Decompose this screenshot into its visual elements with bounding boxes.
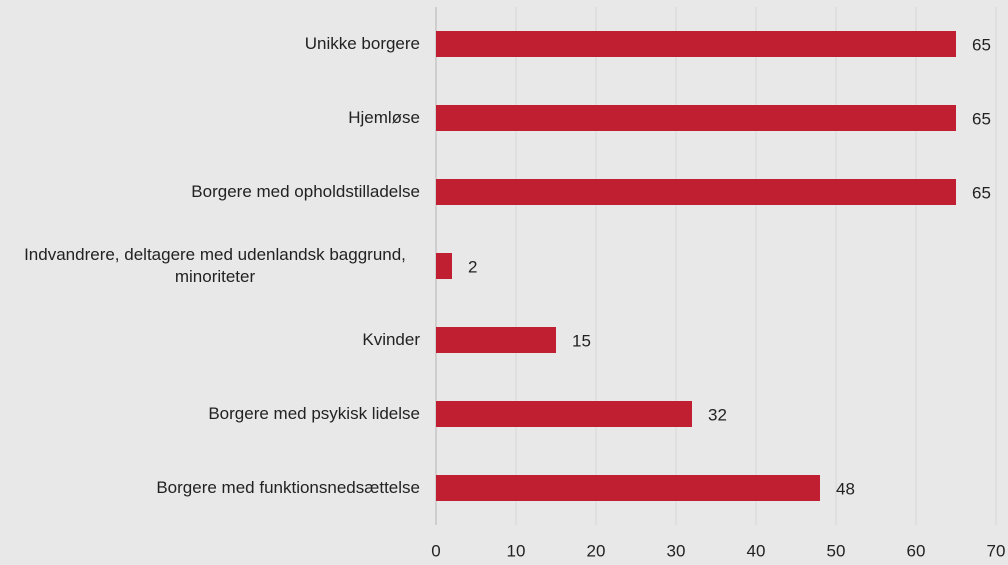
x-tick-label: 40 [747, 541, 766, 560]
x-tick-label: 30 [667, 541, 686, 560]
bar [436, 31, 956, 57]
x-tick-label: 20 [587, 541, 606, 560]
bar [436, 253, 452, 279]
y-tick-label-box: Borgere med opholdstilladelse [0, 162, 420, 222]
y-tick-label-box: Borgere med funktionsnedsættelse [0, 458, 420, 518]
data-label: 32 [708, 405, 727, 424]
bar [436, 327, 556, 353]
x-tick-label: 60 [907, 541, 926, 560]
data-label: 48 [836, 479, 855, 498]
y-tick-label: Borgere med opholdstilladelse [191, 182, 420, 201]
data-label: 15 [572, 331, 591, 350]
y-tick-label-box: Unikke borgere [0, 14, 420, 74]
x-tick-label: 0 [431, 541, 440, 560]
y-tick-label-box: Hjemløse [0, 88, 420, 148]
y-tick-label: Hjemløse [348, 108, 420, 127]
y-tick-label-box: Borgere med psykisk lidelse [0, 384, 420, 444]
x-tick-label: 50 [827, 541, 846, 560]
data-label: 65 [972, 35, 991, 54]
x-tick-label: 70 [987, 541, 1006, 560]
bar [436, 179, 956, 205]
x-tick-label: 10 [507, 541, 526, 560]
y-tick-label: Borgere med psykisk lidelse [208, 404, 420, 423]
y-tick-label-box: Kvinder [0, 310, 420, 370]
bar [436, 401, 692, 427]
data-label: 65 [972, 109, 991, 128]
data-label: 65 [972, 183, 991, 202]
y-tick-label: Indvandrere, deltagere med udenlandsk ba… [24, 245, 406, 286]
y-tick-label: Kvinder [362, 330, 420, 349]
y-tick-label-box: Indvandrere, deltagere med udenlandsk ba… [0, 236, 420, 296]
y-tick-label: Unikke borgere [304, 34, 420, 53]
data-label: 2 [468, 257, 477, 276]
y-tick-label: Borgere med funktionsnedsættelse [156, 478, 420, 497]
bar [436, 475, 820, 501]
bar [436, 105, 956, 131]
